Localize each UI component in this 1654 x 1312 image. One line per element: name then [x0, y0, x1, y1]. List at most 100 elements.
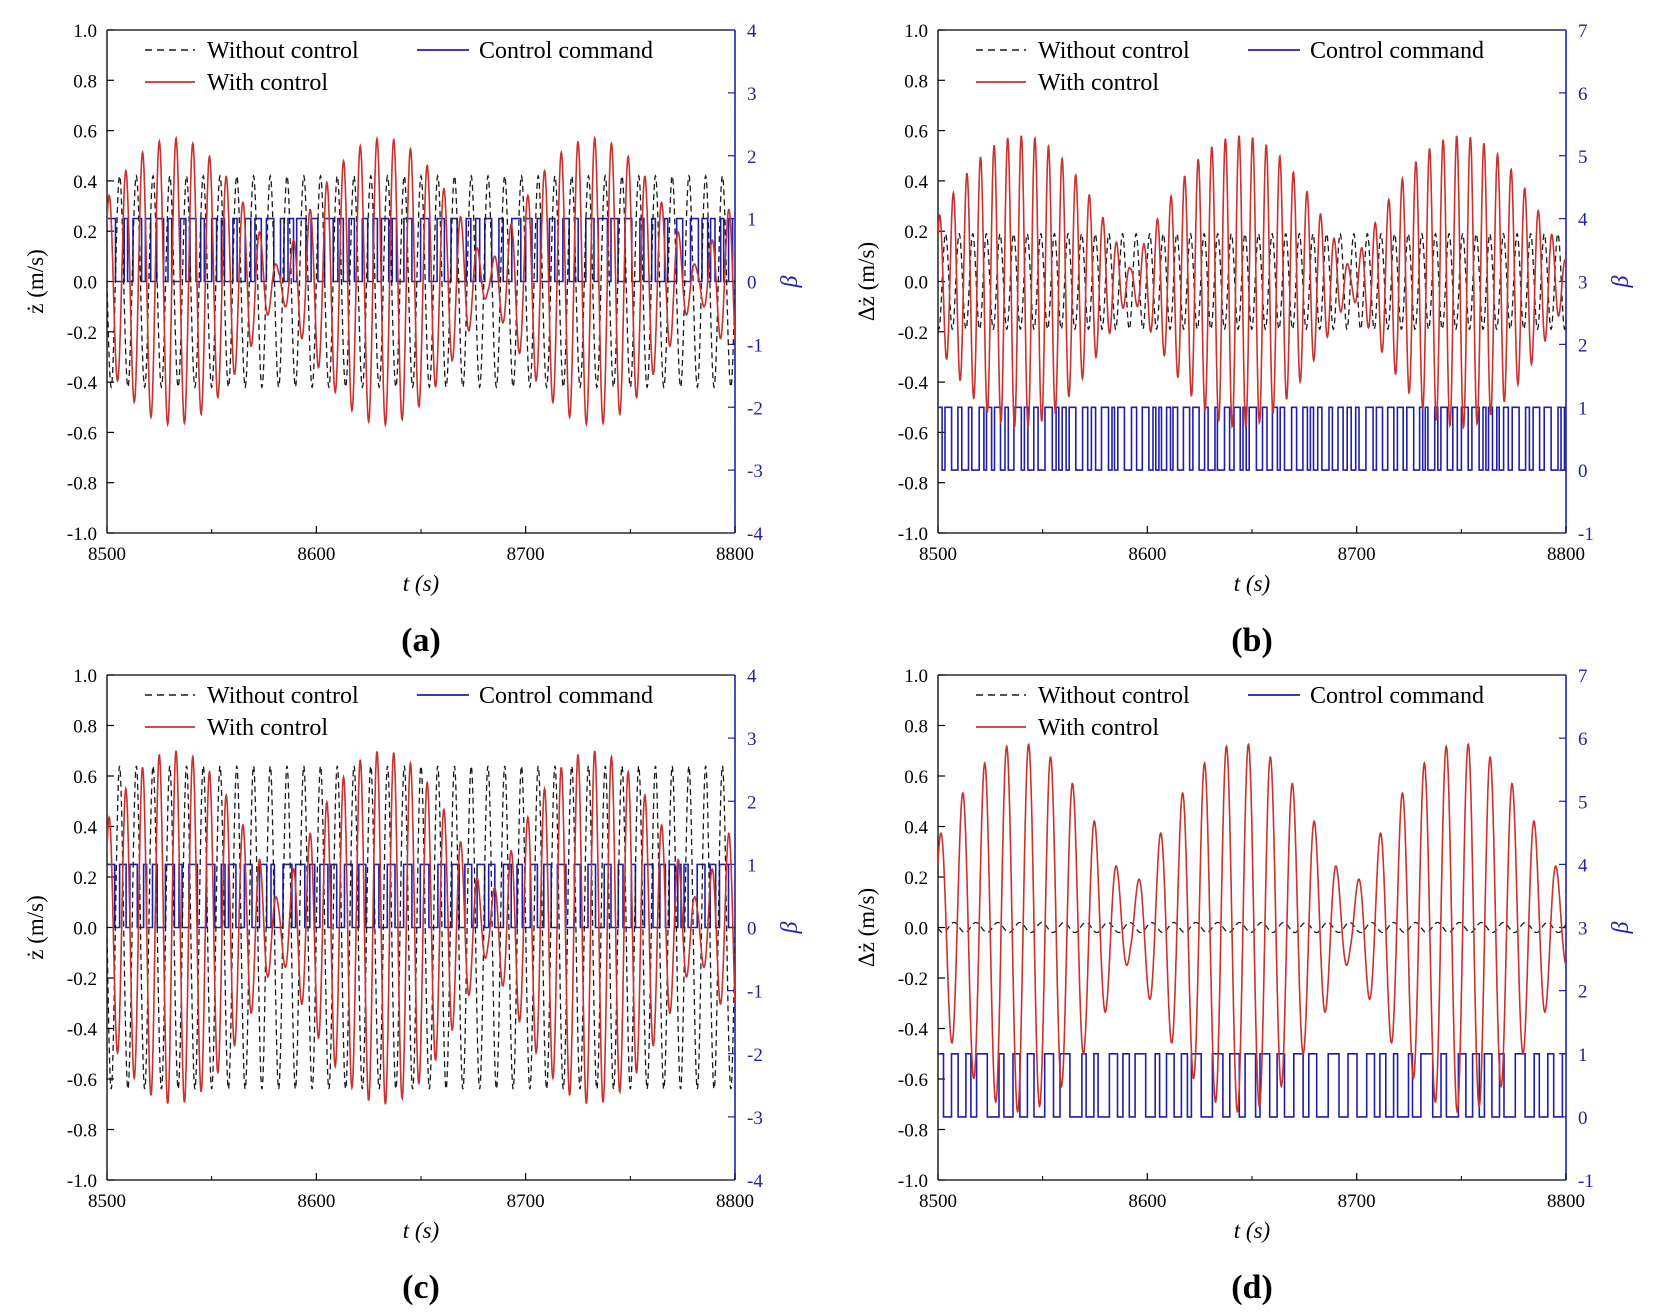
chart-panel-c: 8500 8600 8700 8800 -1.0 -0.8 -0.6 -0.4 -0.2 0.0 0…	[23, 666, 803, 1306]
y-tick-label: 0.8	[904, 717, 928, 738]
legend: Without control With control Control comma…	[976, 683, 1484, 741]
legend-label-without-control: Without control	[207, 683, 359, 709]
legend-label-control-command: Control command	[1310, 38, 1484, 64]
x-tick-label: 8500	[88, 1191, 126, 1212]
x-axis-title: t (s)	[403, 1218, 439, 1243]
x-tick-label: 8600	[1128, 1191, 1166, 1212]
y-right-tick-label: 6	[1578, 729, 1588, 750]
y-tick-label: -0.6	[898, 423, 928, 444]
y-tick-label: -0.4	[67, 1020, 98, 1041]
y-right-tick-label: 4	[1578, 855, 1588, 876]
series-with-control	[107, 750, 735, 1105]
series-control-command	[107, 217, 735, 283]
y-tick-label: -0.2	[67, 323, 97, 344]
y-right-axis-title: β	[1608, 275, 1634, 288]
legend: Without control With control Control comma…	[976, 38, 1484, 96]
series-control-command	[938, 1053, 1566, 1118]
series-without-control	[107, 765, 735, 1090]
y-right-tick-label: 5	[1578, 792, 1588, 813]
y-tick-label: 0.4	[73, 172, 97, 193]
series-without-control	[938, 232, 1566, 331]
x-axis-title: t (s)	[1234, 571, 1270, 596]
y-right-tick-label: 4	[747, 666, 757, 687]
x-tick-label: 8800	[1547, 1191, 1585, 1212]
series-without-control	[938, 921, 1566, 934]
y-tick-label: 0.6	[904, 122, 928, 143]
y-tick-label: -0.4	[898, 373, 929, 394]
panel-label: (d)	[1231, 1269, 1273, 1306]
y-tick-label: -0.8	[898, 1121, 928, 1142]
y-tick-label: -1.0	[67, 524, 97, 545]
x-axis-title: t (s)	[1234, 1218, 1270, 1243]
y-right-axis-title: β	[777, 921, 803, 934]
y-right-tick-label: -2	[747, 398, 763, 419]
y-right-tick-label: 0	[747, 919, 757, 940]
y-right-tick-label: -1	[747, 335, 763, 356]
y-tick-label: 0.0	[904, 919, 928, 940]
y-tick-label: -0.6	[67, 423, 97, 444]
y-right-tick-label: 5	[1578, 147, 1588, 168]
x-axis-title: t (s)	[403, 571, 439, 596]
legend-label-control-command: Control command	[479, 38, 653, 64]
y-right-tick-label: -1	[747, 982, 763, 1003]
legend-label-without-control: Without control	[207, 38, 359, 64]
y-tick-label: -0.2	[898, 323, 928, 344]
y-right-tick-label: -1	[1578, 524, 1594, 545]
y-right-tick-label: -3	[747, 461, 763, 482]
y-tick-label: 0.0	[73, 273, 97, 294]
y-tick-label: 0.6	[73, 767, 97, 788]
y-right-tick-label: 2	[1578, 982, 1588, 1003]
chart-panel-b: 8500 8600 8700 8800 -1.0 -0.8 -0.6 -0.4 -0.2 0.0 0…	[854, 21, 1634, 659]
y-right-tick-label: 4	[1578, 210, 1588, 231]
y-right-tick-label: 1	[747, 855, 757, 876]
legend-label-with-control: With control	[1038, 715, 1159, 741]
y-right-tick-label: 7	[1578, 666, 1588, 687]
x-tick-label: 8600	[297, 1191, 335, 1212]
y-tick-label: 0.0	[904, 273, 928, 294]
y-axis-title: ż (m/s)	[23, 895, 48, 960]
legend: Without control With control Control comma…	[145, 683, 653, 741]
y-tick-label: -0.4	[898, 1020, 929, 1041]
y-tick-label: 1.0	[73, 666, 97, 687]
y-right-tick-label: 3	[1578, 273, 1588, 294]
y-tick-label: -0.2	[898, 969, 928, 990]
y-right-tick-label: -1	[1578, 1171, 1594, 1192]
y-tick-label: -0.8	[67, 1121, 97, 1142]
y-right-tick-label: 2	[1578, 335, 1588, 356]
y-right-tick-label: 7	[1578, 21, 1588, 42]
y-right-tick-label: -2	[747, 1045, 763, 1066]
y-right-tick-label: 1	[1578, 398, 1588, 419]
y-right-tick-label: -3	[747, 1108, 763, 1129]
x-tick-label: 8500	[88, 544, 126, 565]
y-tick-label: 0.8	[73, 71, 97, 92]
legend-label-control-command: Control command	[1310, 683, 1484, 709]
chart-panel-d: 8500 8600 8700 8800 -1.0 -0.8 -0.6 -0.4 -0.2 0.0 0…	[854, 666, 1634, 1306]
y-right-tick-label: 6	[1578, 84, 1588, 105]
x-tick-label: 8800	[716, 544, 754, 565]
y-axis-title: Δż (m/s)	[854, 888, 879, 967]
y-right-axis-title: β	[777, 275, 803, 288]
y-tick-label: -0.2	[67, 969, 97, 990]
x-tick-label: 8800	[1547, 544, 1585, 565]
x-tick-label: 8600	[297, 544, 335, 565]
y-tick-label: -0.6	[67, 1070, 97, 1091]
y-right-tick-label: -4	[747, 1171, 763, 1192]
y-right-tick-label: 3	[1578, 919, 1588, 940]
panel-label: (b)	[1231, 622, 1273, 659]
y-tick-label: -0.8	[67, 474, 97, 495]
x-tick-label: 8500	[919, 544, 957, 565]
y-tick-label: -0.8	[898, 474, 928, 495]
chart-panel-a: 8500 8600 8700 8800 -1.0 -0.8 -0.6 -0.4 -0.2 0.0 0…	[23, 21, 803, 659]
y-right-tick-label: 1	[747, 210, 757, 231]
y-right-tick-label: 2	[747, 792, 757, 813]
y-tick-label: 0.4	[904, 172, 928, 193]
y-tick-label: 0.2	[904, 222, 928, 243]
y-tick-label: 0.2	[73, 868, 97, 889]
y-axis-title: ż (m/s)	[23, 249, 48, 314]
x-tick-label: 8700	[507, 544, 545, 565]
y-tick-label: 1.0	[73, 21, 97, 42]
y-tick-label: -0.6	[898, 1070, 928, 1091]
y-axis-title: Δż (m/s)	[854, 242, 879, 321]
y-right-tick-label: 0	[747, 273, 757, 294]
